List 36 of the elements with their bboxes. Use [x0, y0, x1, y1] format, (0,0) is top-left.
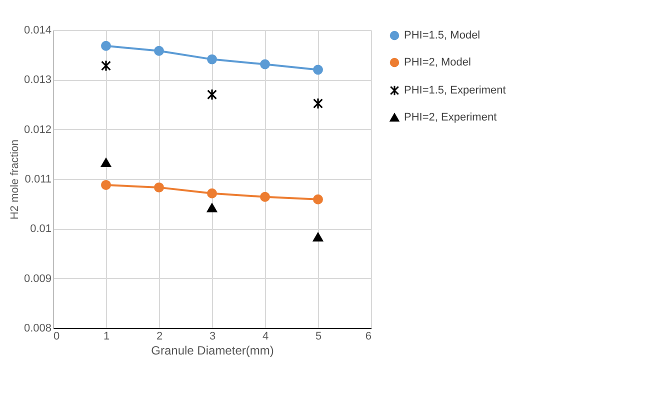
point: [154, 182, 164, 192]
y-tick-label: 0.011: [24, 174, 52, 186]
point: [313, 64, 323, 75]
y-tick-label: 0.008: [24, 322, 52, 334]
y-tick-label: 0.014: [24, 24, 52, 36]
x-tick-label: 2: [156, 330, 163, 342]
x-tick-label: 4: [262, 330, 269, 342]
point: [101, 40, 111, 51]
y-axis-title: H2 mole fraction: [8, 139, 21, 220]
point: [207, 203, 217, 212]
y-tick-label: 0.01: [30, 223, 52, 236]
point: [154, 46, 164, 56]
point: [313, 194, 323, 204]
x-tick-label: 6: [365, 330, 372, 342]
point: [207, 54, 217, 64]
x-tick-label: 3: [209, 330, 216, 342]
legend-label: PHI=1.5, Model: [404, 30, 480, 42]
point: [207, 188, 217, 198]
x-tick-label: 1: [103, 330, 110, 342]
point: [260, 192, 270, 202]
y-tick-label: 0.009: [24, 272, 52, 285]
legend-label: PHI=2, Experiment: [404, 112, 497, 124]
x-tick-label: 5: [315, 330, 322, 342]
point: [313, 98, 323, 110]
point: [101, 180, 111, 190]
legend-label: PHI=2, Model: [404, 56, 471, 68]
x-tick-label: 0: [54, 330, 60, 342]
legend-label: PHI=1.5, Experiment: [404, 84, 506, 96]
point: [313, 232, 323, 242]
point: [207, 88, 217, 100]
y-tick-label: 0.012: [24, 124, 52, 136]
point: [260, 59, 270, 70]
point: [101, 60, 111, 72]
point: [101, 158, 111, 168]
x-axis-title: Granule Diameter(mm): [151, 344, 274, 358]
y-tick-label: 0.013: [24, 74, 52, 86]
